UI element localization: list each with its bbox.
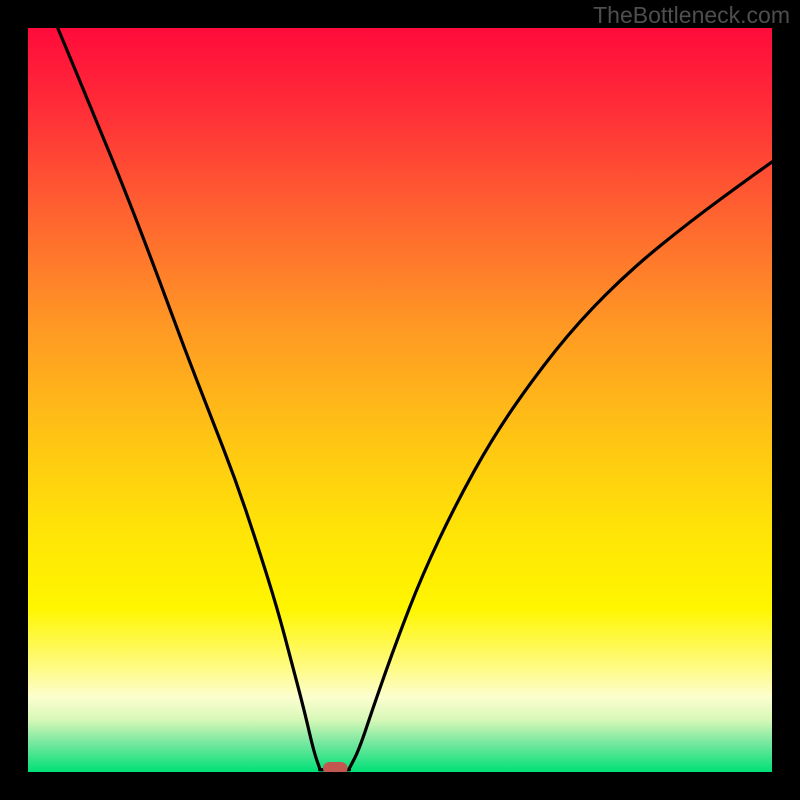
watermark-text: TheBottleneck.com: [593, 2, 790, 29]
plot-background: [28, 28, 772, 772]
chart-frame: [0, 0, 800, 800]
bottleneck-chart: [0, 0, 800, 800]
